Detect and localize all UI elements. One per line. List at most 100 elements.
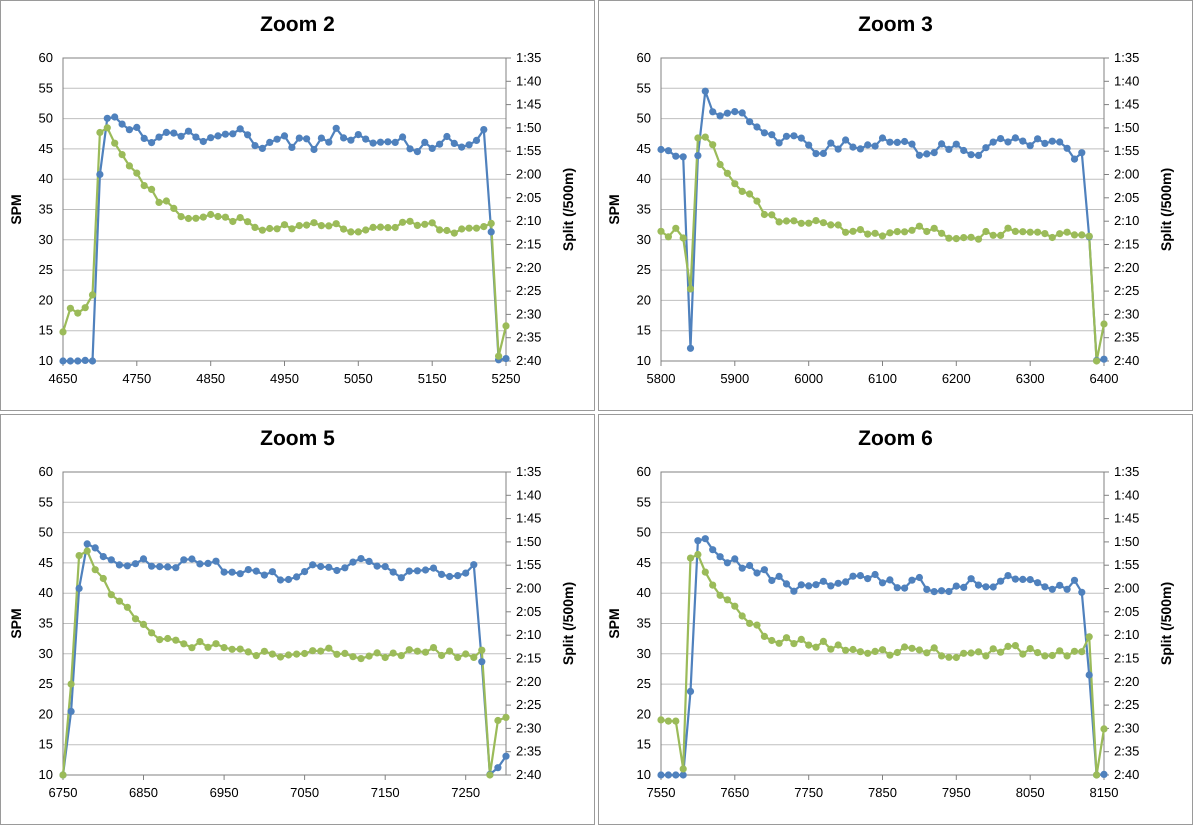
svg-text:50: 50 <box>637 525 651 540</box>
svg-text:SPM: SPM <box>8 608 24 638</box>
svg-text:5050: 5050 <box>344 371 373 386</box>
svg-text:6950: 6950 <box>210 785 239 800</box>
svg-text:2:00: 2:00 <box>1114 167 1139 182</box>
svg-text:1:45: 1:45 <box>1114 97 1139 112</box>
svg-text:20: 20 <box>637 292 651 307</box>
svg-text:55: 55 <box>637 494 651 509</box>
svg-text:25: 25 <box>637 676 651 691</box>
svg-text:2:10: 2:10 <box>1114 627 1139 642</box>
svg-text:10: 10 <box>39 767 53 782</box>
svg-text:2:20: 2:20 <box>1114 260 1139 275</box>
svg-text:35: 35 <box>39 616 53 631</box>
svg-text:35: 35 <box>637 616 651 631</box>
svg-text:2:40: 2:40 <box>1114 767 1139 782</box>
svg-text:4750: 4750 <box>122 371 151 386</box>
svg-text:2:05: 2:05 <box>516 190 541 205</box>
svg-text:25: 25 <box>39 262 53 277</box>
svg-text:Split (/500m): Split (/500m) <box>560 168 576 251</box>
svg-text:1:55: 1:55 <box>1114 143 1139 158</box>
svg-text:5800: 5800 <box>647 371 676 386</box>
svg-text:2:20: 2:20 <box>516 260 541 275</box>
svg-text:10: 10 <box>637 767 651 782</box>
svg-text:55: 55 <box>637 80 651 95</box>
svg-text:1:55: 1:55 <box>1114 557 1139 572</box>
svg-text:60: 60 <box>637 464 651 479</box>
svg-text:4850: 4850 <box>196 371 225 386</box>
svg-text:45: 45 <box>637 555 651 570</box>
svg-text:5900: 5900 <box>720 371 749 386</box>
svg-text:2:40: 2:40 <box>1114 353 1139 368</box>
svg-text:7550: 7550 <box>647 785 676 800</box>
svg-text:2:25: 2:25 <box>516 697 541 712</box>
svg-text:2:30: 2:30 <box>1114 720 1139 735</box>
svg-text:2:20: 2:20 <box>1114 674 1139 689</box>
svg-text:6300: 6300 <box>1016 371 1045 386</box>
svg-text:8050: 8050 <box>1016 785 1045 800</box>
svg-text:6850: 6850 <box>129 785 158 800</box>
svg-text:1:35: 1:35 <box>516 50 541 65</box>
svg-text:40: 40 <box>637 171 651 186</box>
svg-text:2:40: 2:40 <box>516 353 541 368</box>
svg-text:2:15: 2:15 <box>1114 651 1139 666</box>
svg-text:2:25: 2:25 <box>516 283 541 298</box>
svg-text:2:10: 2:10 <box>516 213 541 228</box>
svg-text:10: 10 <box>637 353 651 368</box>
svg-text:Split (/500m): Split (/500m) <box>560 582 576 665</box>
svg-text:55: 55 <box>39 80 53 95</box>
svg-text:7250: 7250 <box>451 785 480 800</box>
svg-text:40: 40 <box>39 585 53 600</box>
svg-text:2:40: 2:40 <box>516 767 541 782</box>
svg-text:Zoom 2: Zoom 2 <box>260 13 335 36</box>
svg-text:2:00: 2:00 <box>516 167 541 182</box>
svg-text:1:55: 1:55 <box>516 143 541 158</box>
svg-text:SPM: SPM <box>8 194 24 224</box>
svg-text:5250: 5250 <box>492 371 521 386</box>
svg-text:4950: 4950 <box>270 371 299 386</box>
svg-text:2:10: 2:10 <box>516 627 541 642</box>
svg-text:30: 30 <box>39 232 53 247</box>
svg-text:7850: 7850 <box>868 785 897 800</box>
svg-text:1:50: 1:50 <box>1114 120 1139 135</box>
svg-text:1:40: 1:40 <box>516 73 541 88</box>
svg-text:1:55: 1:55 <box>516 557 541 572</box>
svg-text:2:30: 2:30 <box>1114 306 1139 321</box>
svg-text:2:35: 2:35 <box>516 330 541 345</box>
svg-text:1:40: 1:40 <box>1114 73 1139 88</box>
svg-text:1:35: 1:35 <box>1114 464 1139 479</box>
svg-text:45: 45 <box>39 555 53 570</box>
svg-text:20: 20 <box>39 292 53 307</box>
svg-text:45: 45 <box>637 141 651 156</box>
svg-text:2:15: 2:15 <box>1114 237 1139 252</box>
svg-text:1:50: 1:50 <box>516 120 541 135</box>
svg-text:2:35: 2:35 <box>1114 330 1139 345</box>
svg-text:45: 45 <box>39 141 53 156</box>
svg-text:15: 15 <box>637 323 651 338</box>
svg-text:2:00: 2:00 <box>1114 581 1139 596</box>
svg-text:7750: 7750 <box>794 785 823 800</box>
svg-text:1:40: 1:40 <box>516 487 541 502</box>
svg-text:7650: 7650 <box>720 785 749 800</box>
svg-text:60: 60 <box>39 464 53 479</box>
svg-text:60: 60 <box>637 50 651 65</box>
svg-text:2:30: 2:30 <box>516 306 541 321</box>
svg-text:25: 25 <box>637 262 651 277</box>
svg-text:50: 50 <box>637 111 651 126</box>
svg-text:2:15: 2:15 <box>516 651 541 666</box>
svg-text:7150: 7150 <box>371 785 400 800</box>
svg-text:15: 15 <box>39 737 53 752</box>
svg-text:25: 25 <box>39 676 53 691</box>
svg-text:2:25: 2:25 <box>1114 283 1139 298</box>
svg-text:2:35: 2:35 <box>1114 744 1139 759</box>
svg-text:30: 30 <box>637 646 651 661</box>
svg-text:35: 35 <box>39 202 53 217</box>
svg-text:30: 30 <box>39 646 53 661</box>
svg-text:2:05: 2:05 <box>1114 604 1139 619</box>
svg-text:2:35: 2:35 <box>516 744 541 759</box>
svg-text:2:05: 2:05 <box>1114 190 1139 205</box>
svg-text:2:25: 2:25 <box>1114 697 1139 712</box>
svg-text:6100: 6100 <box>868 371 897 386</box>
svg-text:6200: 6200 <box>942 371 971 386</box>
svg-text:Zoom 3: Zoom 3 <box>858 13 933 36</box>
svg-text:SPM: SPM <box>606 194 622 224</box>
svg-text:1:50: 1:50 <box>516 534 541 549</box>
